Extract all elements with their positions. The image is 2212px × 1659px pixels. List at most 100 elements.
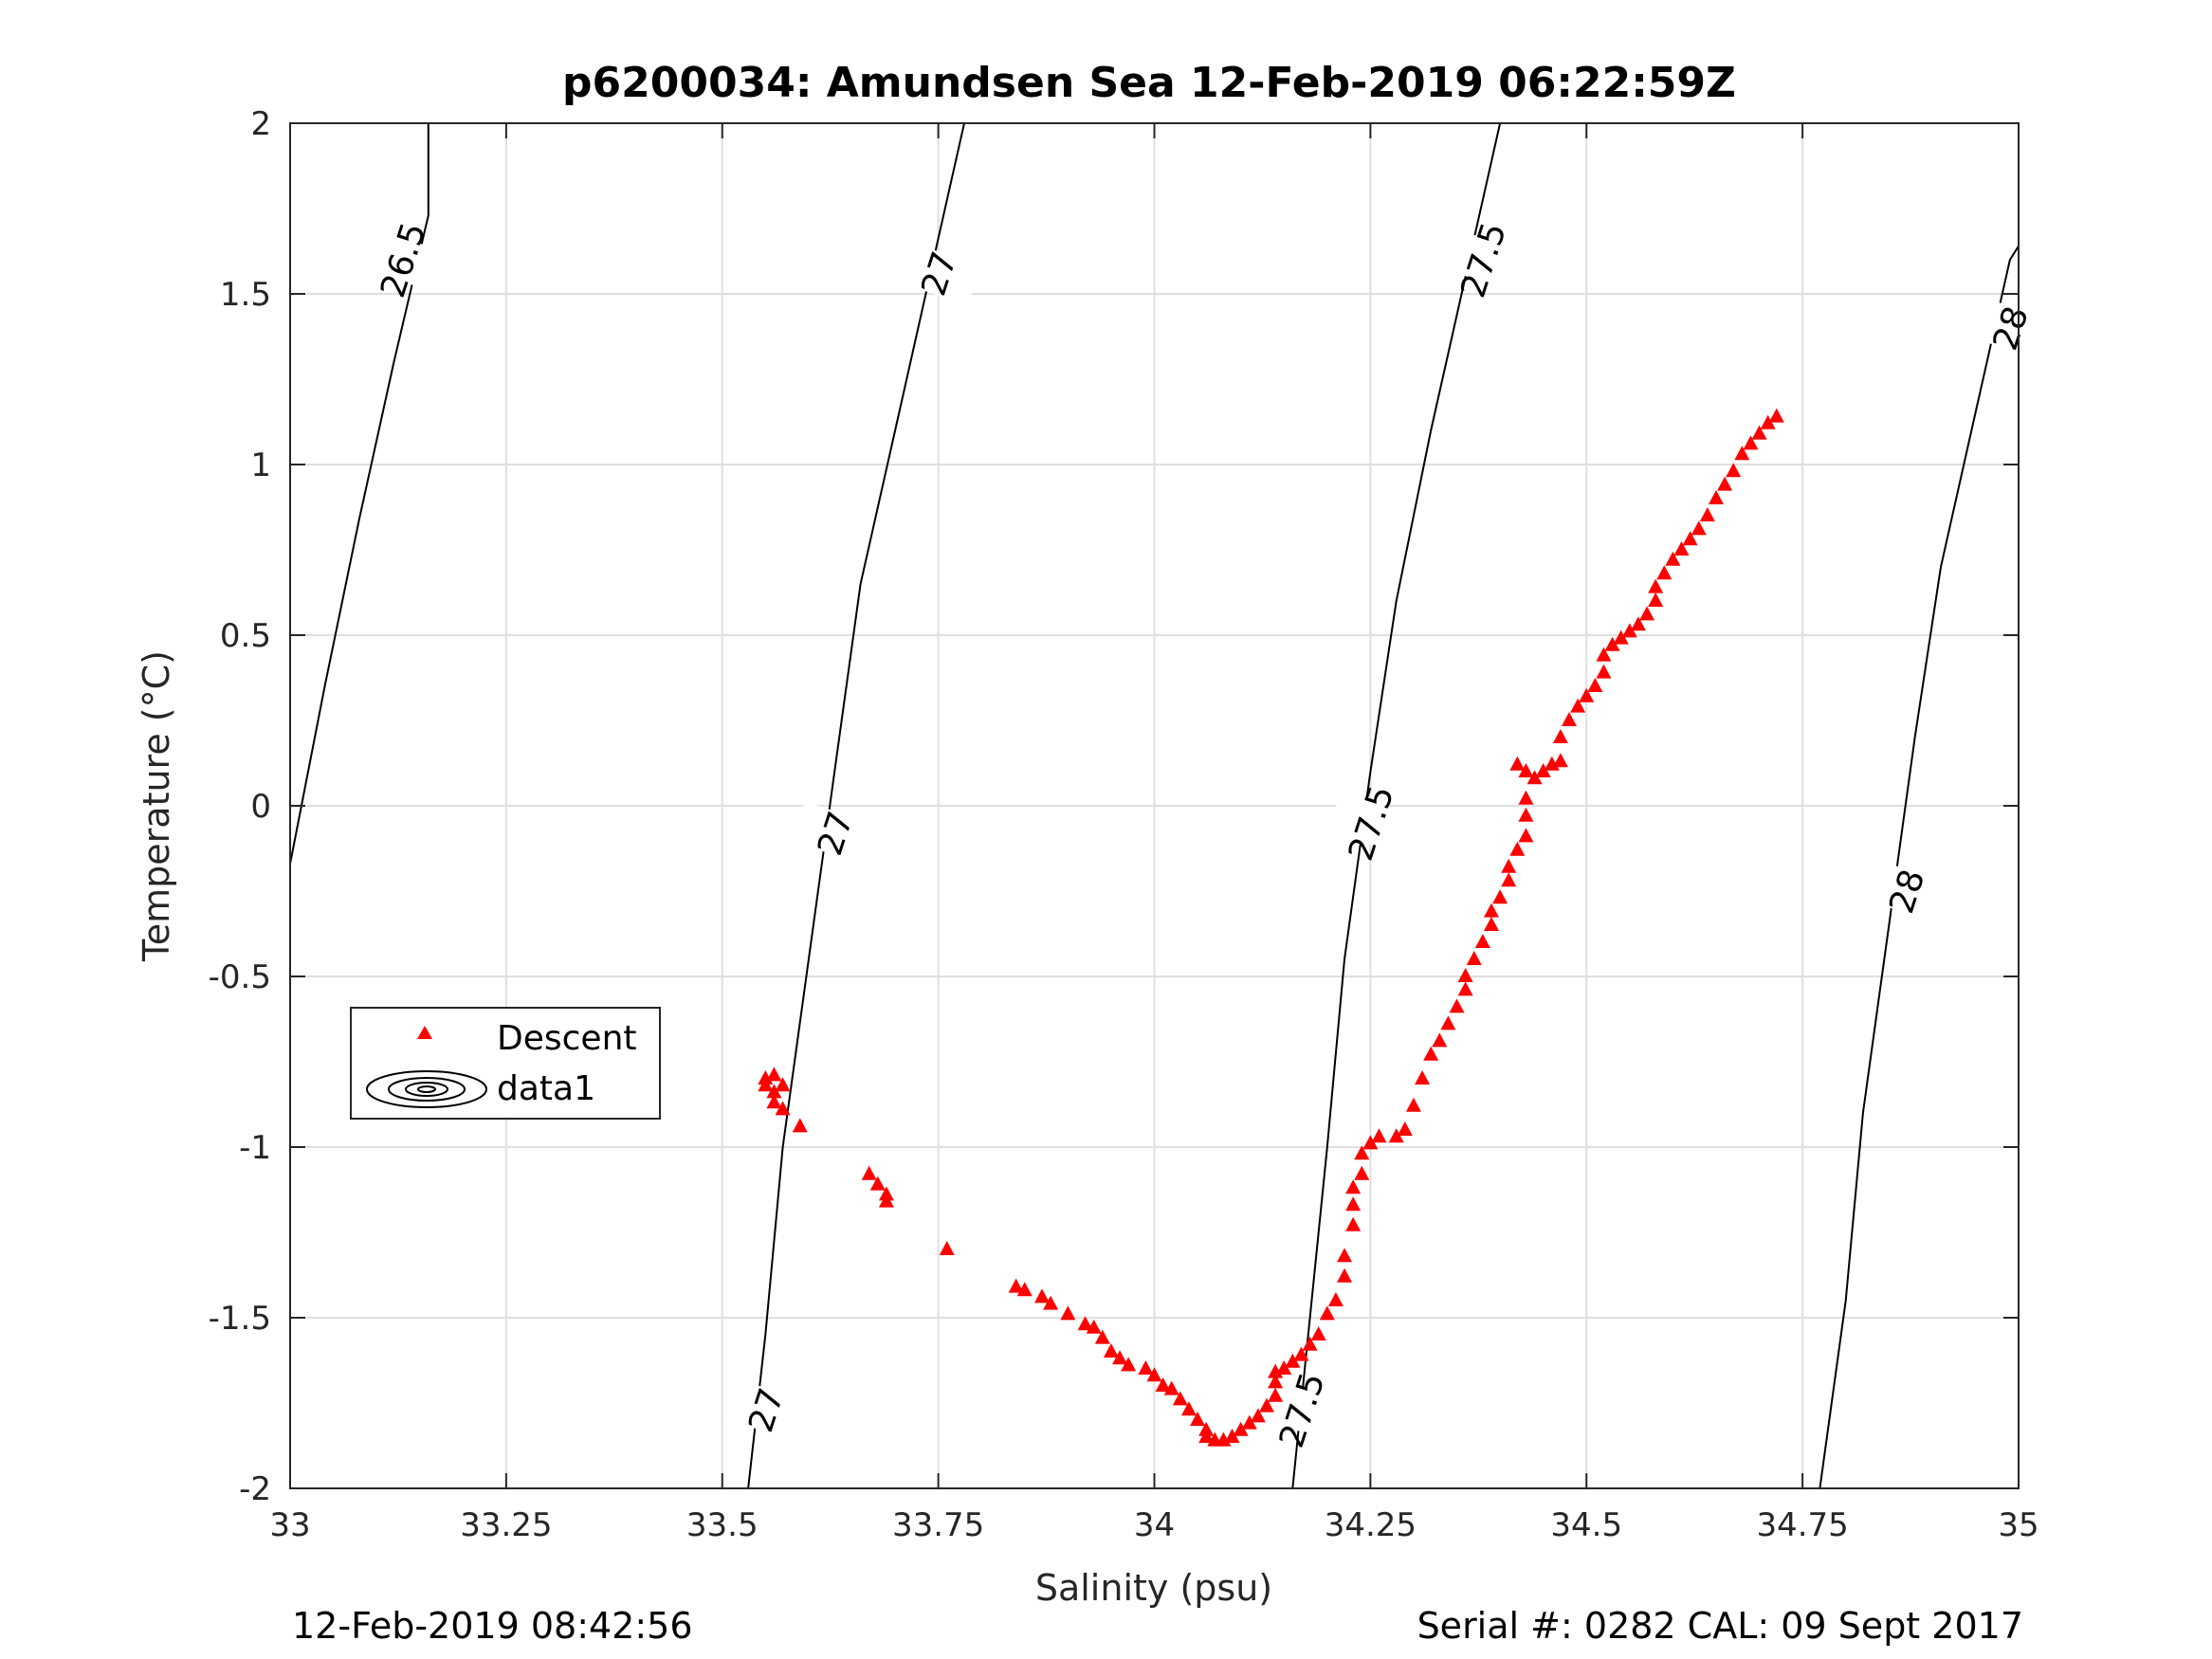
descent-point — [1327, 1292, 1344, 1306]
descent-point — [1423, 1046, 1439, 1061]
descent-point — [1008, 1278, 1024, 1293]
descent-point — [1345, 1179, 1362, 1194]
descent-point — [878, 1193, 894, 1208]
descent-point — [1518, 790, 1534, 805]
descent-point — [1665, 551, 1681, 566]
descent-point — [1673, 541, 1690, 556]
descent-point — [1621, 623, 1637, 638]
x-tick-labels: 33 33.25 33.5 33.75 34 34.25 34.5 34.75 35 — [269, 1506, 2038, 1544]
descent-point — [1354, 1165, 1370, 1180]
descent-point — [869, 1176, 886, 1191]
contour-label-bg — [792, 801, 878, 866]
descent-point — [1180, 1401, 1197, 1416]
descent-point — [1449, 998, 1465, 1013]
descent-point — [1760, 414, 1776, 429]
y-tick-label: -0.5 — [209, 958, 271, 996]
contour-label-bg — [1258, 1377, 1344, 1442]
descent-point — [1699, 507, 1715, 521]
descent-point — [1509, 841, 1526, 856]
descent-point — [1233, 1421, 1249, 1436]
legend-descent-marker — [417, 1026, 432, 1039]
y-tick-label: -2 — [239, 1470, 271, 1508]
descent-point — [758, 1077, 774, 1092]
y-tick-label: 2 — [250, 105, 271, 143]
x-tick-label: 33.75 — [892, 1506, 984, 1544]
legend-descent-label: Descent — [497, 1019, 637, 1058]
descent-point — [1155, 1377, 1171, 1392]
descent-point — [1016, 1282, 1033, 1297]
descent-point — [1172, 1391, 1188, 1406]
contour-label-bg — [895, 242, 981, 305]
descent-point — [1492, 889, 1508, 904]
descent-point — [1535, 763, 1551, 777]
descent-point — [1734, 446, 1750, 461]
y-tick-label: 0.5 — [220, 617, 271, 655]
descent-point — [1526, 770, 1543, 785]
descent-point — [1103, 1343, 1119, 1358]
descent-point — [1726, 463, 1742, 478]
descent-point — [1034, 1288, 1051, 1304]
descent-point — [775, 1077, 791, 1092]
descent-point — [1224, 1429, 1240, 1443]
descent-point — [1587, 678, 1603, 692]
descent-point — [1691, 520, 1707, 536]
descent-point — [1190, 1412, 1206, 1426]
descent-point — [1570, 698, 1586, 713]
descent-point — [1474, 934, 1490, 948]
descent-point — [1146, 1367, 1162, 1382]
y-tick-label: 1 — [250, 447, 271, 484]
descent-point — [1405, 1097, 1421, 1112]
descent-point — [1276, 1360, 1292, 1375]
descent-point — [1708, 490, 1724, 504]
descent-point — [1768, 408, 1784, 423]
descent-point — [1518, 807, 1534, 822]
descent-point — [1337, 1267, 1353, 1283]
x-axis-label: Salinity (psu) — [1035, 1567, 1272, 1609]
descent-point — [1682, 531, 1698, 546]
x-tick-label: 33 — [269, 1506, 310, 1544]
descent-point — [1509, 756, 1526, 771]
descent-point — [1432, 1032, 1448, 1048]
descent-point — [1552, 753, 1568, 768]
contour-label-bg — [1863, 859, 1949, 923]
descent-point — [861, 1165, 877, 1180]
contour-label-bg — [1327, 791, 1414, 855]
isopycnal-line-27.5 — [1291, 122, 1502, 1489]
x-tick-label: 33.5 — [686, 1506, 759, 1544]
descent-point — [1630, 616, 1646, 631]
descent-point — [1415, 1070, 1431, 1085]
contour-label-bg — [722, 1377, 809, 1442]
x-tick-label: 34.5 — [1550, 1506, 1622, 1544]
descent-point — [1345, 1216, 1362, 1231]
descent-points — [758, 408, 1784, 1447]
isopycnal-line-27 — [747, 122, 965, 1489]
x-tick-label: 34 — [1134, 1506, 1175, 1544]
descent-point — [1310, 1326, 1326, 1340]
descent-point — [1268, 1374, 1284, 1389]
descent-point — [1138, 1360, 1154, 1375]
descent-point — [939, 1241, 955, 1255]
descent-point — [1552, 729, 1568, 743]
descent-point — [1751, 425, 1767, 440]
contour-label-bg — [1967, 296, 2053, 360]
descent-point — [1241, 1414, 1257, 1430]
descent-point — [1639, 606, 1655, 621]
descent-point — [1077, 1316, 1093, 1331]
descent-point — [1319, 1305, 1335, 1321]
descent-point — [1086, 1319, 1102, 1334]
descent-point — [1440, 1015, 1456, 1030]
descent-point — [1613, 629, 1629, 645]
descent-point — [1337, 1248, 1353, 1263]
legend-data1-contour-icon — [366, 1070, 487, 1108]
footer-date: 12-Feb-2019 08:42:56 — [292, 1605, 693, 1647]
contour-label-bg — [1440, 228, 1526, 292]
descent-point — [1717, 476, 1733, 491]
descent-point — [1371, 1128, 1387, 1143]
descent-point — [1345, 1196, 1362, 1212]
y-tick-label: 0 — [250, 788, 271, 826]
descent-point — [1163, 1380, 1179, 1395]
y-tick-label: -1 — [239, 1129, 271, 1167]
descent-point — [1388, 1128, 1404, 1143]
descent-point — [1060, 1305, 1076, 1321]
